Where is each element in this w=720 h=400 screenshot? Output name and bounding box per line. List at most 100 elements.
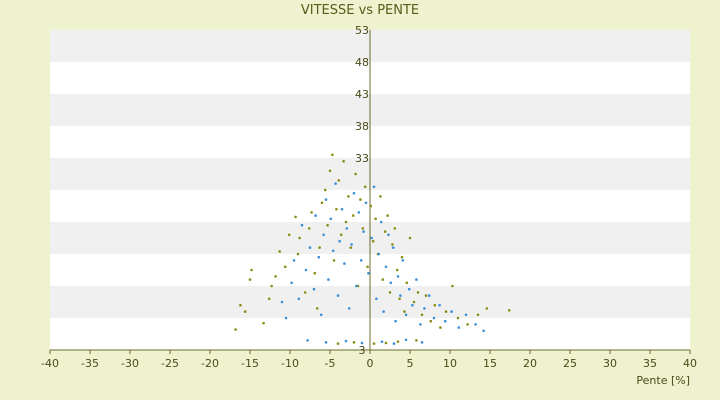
data-point bbox=[389, 281, 393, 285]
data-point bbox=[482, 329, 485, 333]
data-point bbox=[439, 326, 442, 329]
data-point bbox=[433, 303, 437, 307]
x-tick-label: -30 bbox=[121, 357, 139, 370]
data-point bbox=[270, 284, 273, 288]
data-point bbox=[375, 297, 378, 301]
data-point bbox=[420, 313, 424, 317]
data-point bbox=[388, 291, 392, 294]
data-point bbox=[362, 230, 365, 233]
data-point bbox=[429, 319, 433, 323]
chart-title: VITESSE vs PENTE bbox=[301, 3, 419, 18]
data-point bbox=[396, 275, 400, 278]
x-tick-label: 0 bbox=[367, 357, 374, 370]
data-point bbox=[303, 291, 307, 294]
data-point bbox=[318, 246, 321, 249]
data-point bbox=[328, 169, 332, 173]
data-point bbox=[485, 307, 489, 310]
data-point bbox=[248, 278, 252, 281]
x-tick-label: -35 bbox=[81, 357, 99, 370]
data-point bbox=[283, 265, 287, 269]
data-point bbox=[411, 303, 414, 307]
x-tick-label: -5 bbox=[325, 357, 336, 370]
data-point bbox=[351, 214, 355, 217]
data-point bbox=[412, 300, 416, 304]
data-point bbox=[359, 259, 363, 262]
x-tick-label: 15 bbox=[483, 357, 497, 370]
data-point bbox=[312, 287, 316, 291]
data-point bbox=[267, 297, 271, 301]
data-point bbox=[404, 313, 408, 317]
data-point bbox=[347, 195, 350, 198]
data-point bbox=[374, 217, 377, 221]
data-point bbox=[250, 268, 253, 272]
data-point bbox=[331, 153, 334, 157]
y-tick-label: 38 bbox=[355, 120, 369, 133]
data-point bbox=[294, 215, 297, 219]
data-point bbox=[292, 259, 296, 262]
data-point bbox=[359, 198, 362, 201]
data-point bbox=[243, 310, 247, 313]
data-point bbox=[324, 198, 328, 201]
data-point bbox=[364, 201, 368, 205]
data-point bbox=[404, 338, 408, 342]
data-point bbox=[342, 159, 345, 163]
x-tick-label: -15 bbox=[241, 357, 259, 370]
data-point bbox=[384, 341, 388, 345]
data-point bbox=[370, 236, 373, 240]
data-point bbox=[380, 340, 384, 343]
data-point bbox=[280, 300, 284, 304]
data-point bbox=[457, 326, 461, 329]
data-point bbox=[366, 265, 369, 269]
data-point bbox=[392, 342, 396, 345]
data-point bbox=[372, 185, 376, 189]
data-point bbox=[401, 259, 405, 262]
data-point bbox=[456, 316, 460, 320]
data-point bbox=[307, 227, 311, 230]
data-point bbox=[438, 303, 441, 307]
data-point bbox=[360, 341, 364, 345]
data-point bbox=[424, 294, 428, 297]
data-point bbox=[400, 255, 404, 259]
x-tick-label: 40 bbox=[683, 357, 697, 370]
x-tick-label: -40 bbox=[41, 357, 59, 370]
data-point bbox=[379, 220, 383, 224]
data-point bbox=[427, 294, 431, 297]
data-point bbox=[319, 313, 323, 317]
data-point bbox=[391, 246, 395, 249]
data-point bbox=[290, 281, 293, 285]
data-point bbox=[396, 340, 400, 343]
x-axis-label: Pente [%] bbox=[636, 374, 690, 387]
x-tick-label: 10 bbox=[443, 357, 457, 370]
data-point bbox=[234, 328, 237, 331]
data-point bbox=[274, 275, 277, 278]
data-point bbox=[317, 255, 321, 259]
x-tick-labels: -40 -35 -30 -25 -20 -15 -10 -5 0 5 10 15 20 25 30 35 40 bbox=[41, 357, 697, 370]
data-point bbox=[345, 227, 349, 230]
data-point bbox=[382, 310, 385, 313]
data-point bbox=[298, 236, 301, 240]
data-point bbox=[474, 323, 477, 326]
data-point bbox=[332, 259, 336, 262]
data-point bbox=[369, 204, 373, 208]
data-point bbox=[347, 307, 351, 310]
data-point bbox=[384, 265, 388, 269]
data-point bbox=[464, 313, 468, 317]
data-point bbox=[415, 339, 418, 342]
data-point bbox=[377, 252, 381, 256]
data-point bbox=[420, 341, 424, 344]
data-point bbox=[443, 319, 447, 323]
x-tick-label: -25 bbox=[161, 357, 179, 370]
data-point bbox=[391, 243, 394, 246]
x-tick-label: -10 bbox=[281, 357, 299, 370]
data-point bbox=[327, 278, 330, 281]
data-point bbox=[371, 239, 375, 243]
x-tick-label: 20 bbox=[523, 357, 537, 370]
data-point bbox=[408, 236, 412, 240]
data-point bbox=[296, 252, 300, 256]
y-tick-label: 33 bbox=[355, 152, 369, 165]
y-tick-label: 53 bbox=[355, 24, 369, 37]
data-point bbox=[381, 278, 385, 281]
data-point bbox=[336, 342, 340, 345]
